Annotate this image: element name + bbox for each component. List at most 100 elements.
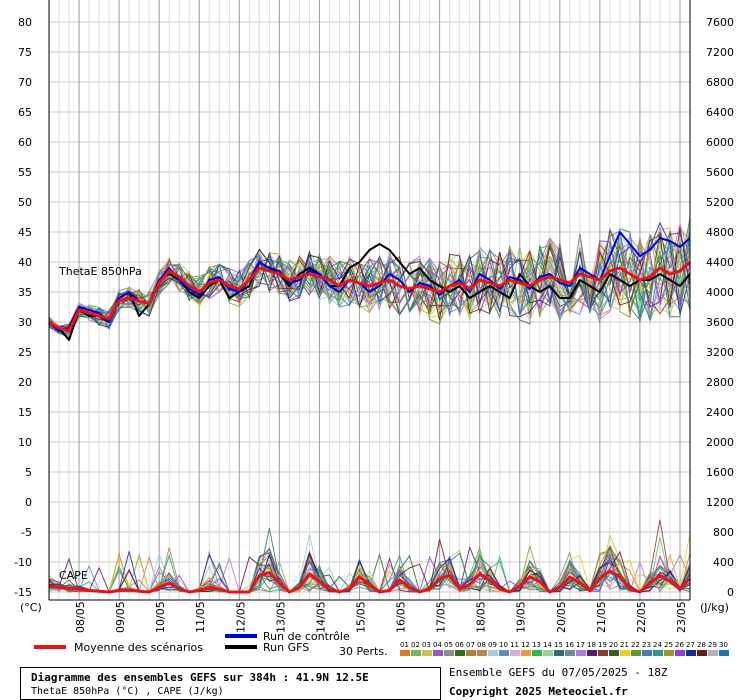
legend-pert-swatch: [433, 650, 443, 656]
right-unit-label: (J/kg): [700, 601, 729, 614]
right-tick-label: 1200: [706, 496, 734, 509]
date-label: 13/05: [274, 601, 287, 633]
ensemble-run-text: Ensemble GEFS du 07/05/2025 - 18Z: [449, 666, 668, 679]
right-tick-label: 3200: [706, 346, 734, 359]
legend-pert-swatch: [653, 650, 663, 656]
left-tick-label: 40: [18, 256, 32, 269]
main-lines: [48, 231, 692, 594]
right-tick-label: 1600: [706, 466, 734, 479]
legend-pert-swatch: [697, 650, 707, 656]
legend-pert-swatch: [642, 650, 652, 656]
legend-pert-number: 12: [521, 641, 530, 649]
legend-pert-number: 19: [598, 641, 607, 649]
info-subtitle: ThetaE 850hPa (°C) , CAPE (J/kg): [31, 686, 224, 697]
legend-pert-swatch: [543, 650, 553, 656]
left-tick-label: 5: [25, 466, 32, 479]
legend-pert-number: 24: [653, 641, 662, 649]
left-tick-label: 80: [18, 16, 32, 29]
legend-pert-swatch: [444, 650, 454, 656]
left-tick-label: 30: [18, 316, 32, 329]
date-label: 23/05: [675, 601, 688, 633]
legend-gfs-label: Run GFS: [263, 641, 309, 654]
right-tick-label: 3600: [706, 316, 734, 329]
legend-pert-swatch: [477, 650, 487, 656]
legend-pert-swatch: [488, 650, 498, 656]
legend-pert-number: 26: [675, 641, 684, 649]
legend-pert-swatch: [411, 650, 421, 656]
right-tick-label: 400: [713, 556, 734, 569]
left-tick-label: 20: [18, 376, 32, 389]
legend-pert-number: 28: [697, 641, 706, 649]
legend-pert-number: 22: [631, 641, 640, 649]
right-tick-label: 2800: [706, 376, 734, 389]
right-tick-label: 4800: [706, 226, 734, 239]
right-tick-label: 6400: [706, 106, 734, 119]
legend-pert-swatch: [455, 650, 465, 656]
legend-pert-number: 10: [499, 641, 508, 649]
copyright-text: Copyright 2025 Meteociel.fr: [449, 685, 628, 698]
left-tick-label: 55: [18, 166, 32, 179]
legend-pert-swatch: [675, 650, 685, 656]
left-tick-label: -15: [14, 586, 32, 599]
left-tick-label: 15: [18, 406, 32, 419]
legend-pert-number: 07: [466, 641, 475, 649]
legend-pert-swatch: [510, 650, 520, 656]
left-tick-label: 10: [18, 436, 32, 449]
date-label: 11/05: [194, 601, 207, 633]
legend-pert-number: 20: [609, 641, 618, 649]
legend-pert-number: 21: [620, 641, 629, 649]
legend-pert-number: 06: [455, 641, 464, 649]
pert-cape-line: [48, 552, 691, 593]
left-tick-label: 35: [18, 286, 32, 299]
date-label: 20/05: [555, 601, 568, 633]
legend-pert-swatch: [466, 650, 476, 656]
left-tick-label: 25: [18, 346, 32, 359]
date-label: 09/05: [114, 601, 127, 633]
legend-pert-swatch: [499, 650, 509, 656]
legend-pert-swatch: [598, 650, 608, 656]
right-tick-label: 6800: [706, 76, 734, 89]
date-label: 10/05: [154, 601, 167, 633]
date-label: 21/05: [595, 601, 608, 633]
date-label: 18/05: [475, 601, 488, 633]
left-tick-label: 60: [18, 136, 32, 149]
legend-control-label: Run de contrôle: [263, 630, 350, 643]
legend-pert-swatch: [521, 650, 531, 656]
legend-pert-number: 14: [543, 641, 552, 649]
left-tick-label: -10: [14, 556, 32, 569]
right-tick-label: 6000: [706, 136, 734, 149]
date-label: 14/05: [314, 601, 327, 633]
left-tick-label: 75: [18, 46, 32, 59]
legend-pert-swatch: [400, 650, 410, 656]
legend-pert-swatch: [554, 650, 564, 656]
info-box: Diagramme des ensembles GEFS sur 384h : …: [20, 667, 441, 700]
right-tick-label: 7200: [706, 46, 734, 59]
legend-pert-number: 08: [477, 641, 486, 649]
legend-pert-number: 29: [708, 641, 717, 649]
legend-pert-number: 30: [719, 641, 728, 649]
date-label: 12/05: [234, 601, 247, 633]
legend-pert-number: 05: [444, 641, 453, 649]
legend-pert-number: 15: [554, 641, 563, 649]
legend-pert-swatch: [565, 650, 575, 656]
legend-pert-number: 01: [400, 641, 409, 649]
legend-pert-swatch: [422, 650, 432, 656]
date-label: 16/05: [395, 601, 408, 633]
right-tick-label: 7600: [706, 16, 734, 29]
legend-pert-swatch: [576, 650, 586, 656]
left-tick-label: 0: [25, 496, 32, 509]
legend-pert-number: 13: [532, 641, 541, 649]
legend-pert-number: 23: [642, 641, 651, 649]
left-tick-label: -5: [21, 526, 32, 539]
left-tick-label: 65: [18, 106, 32, 119]
right-tick-label: 0: [727, 586, 734, 599]
legend-pert-number: 02: [411, 641, 420, 649]
left-tick-label: 70: [18, 76, 32, 89]
legend-pert-number: 17: [576, 641, 585, 649]
right-tick-label: 2400: [706, 406, 734, 419]
legend-pert-number: 03: [422, 641, 431, 649]
legend-perts-label: 30 Perts.: [339, 645, 388, 658]
legend-pert-swatch: [532, 650, 542, 656]
